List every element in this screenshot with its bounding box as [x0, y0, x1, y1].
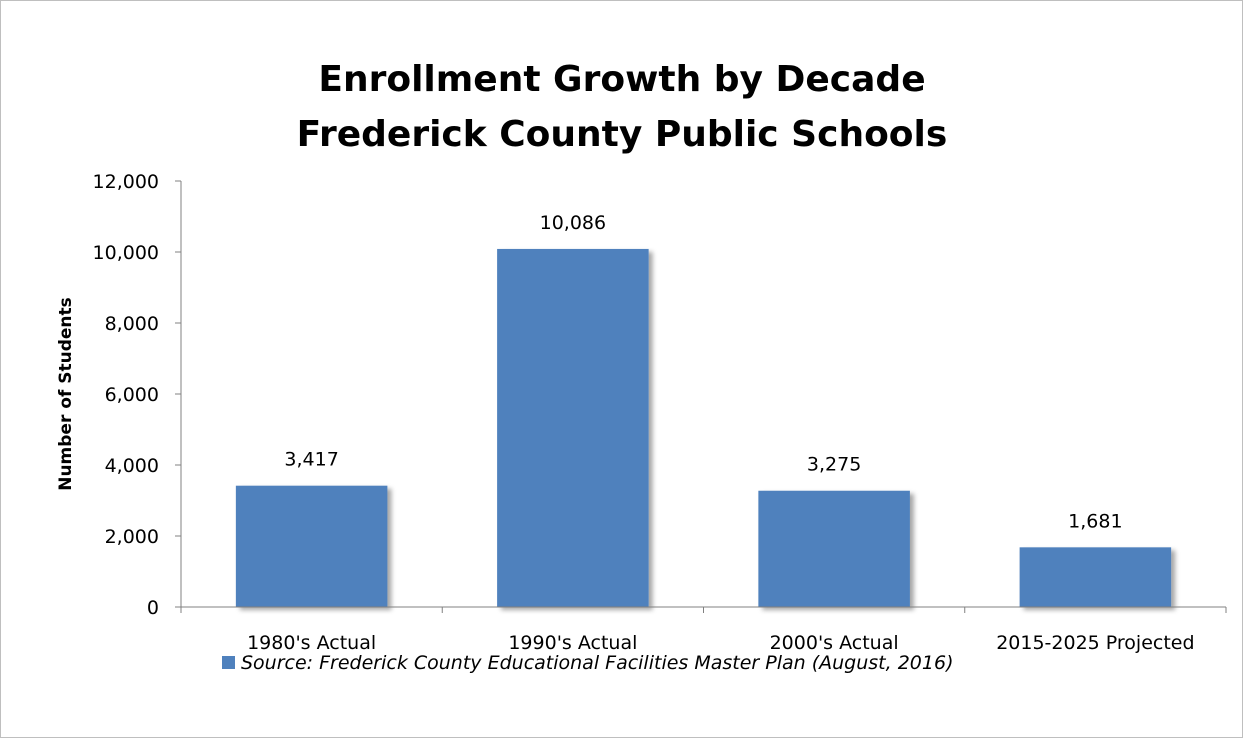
x-tick-label: 1980's Actual	[247, 632, 376, 654]
chart-title-line-1: Enrollment Growth by Decade	[318, 59, 925, 100]
y-tick-label: 12,000	[93, 171, 159, 193]
y-tick-label: 4,000	[105, 455, 159, 477]
y-tick-label: 6,000	[105, 384, 159, 406]
chart-title-line-2: Frederick County Public Schools	[297, 114, 948, 155]
data-label: 10,086	[540, 212, 606, 234]
y-tick-label: 10,000	[93, 242, 159, 264]
y-tick-label: 2,000	[105, 526, 159, 548]
legend: Source: Frederick County Educational Fac…	[222, 652, 953, 674]
x-tick-label: 2015-2025 Projected	[996, 632, 1194, 654]
x-axis: 1980's Actual 1990's Actual 2000's Actual 2…	[180, 606, 1227, 654]
legend-swatch	[222, 656, 235, 669]
data-label: 3,275	[807, 454, 861, 476]
data-label: 1,681	[1068, 510, 1122, 532]
bar	[497, 248, 649, 607]
data-label: 3,417	[284, 449, 338, 471]
y-tick-label: 8,000	[105, 313, 159, 335]
bar	[1019, 547, 1172, 607]
bar	[235, 485, 388, 607]
bar-series: 3,417 10,086 3,275 1,681	[235, 212, 1172, 607]
y-tick-label: 0	[147, 597, 159, 619]
y-axis-title: Number of Students	[56, 297, 76, 491]
legend-label: Source: Frederick County Educational Fac…	[241, 652, 953, 674]
x-tick-label: 2000's Actual	[770, 632, 899, 654]
bar	[758, 490, 910, 607]
x-tick-label: 1990's Actual	[508, 632, 637, 654]
y-axis: 0 2,000 4,000 6,000 8,000 10,000 12,000	[93, 171, 182, 619]
